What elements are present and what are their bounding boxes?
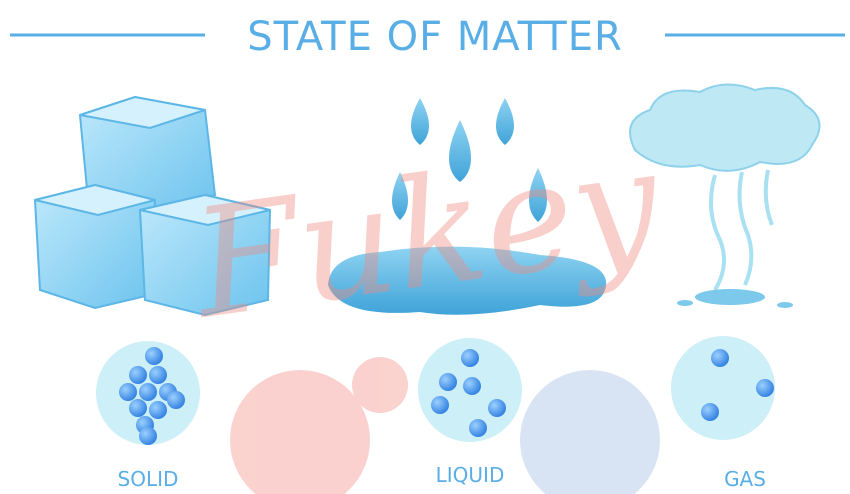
watermark: Fukey	[181, 115, 671, 353]
state-label: LIQUID	[436, 463, 505, 487]
state-label: GAS	[724, 467, 766, 491]
title: STATE OF MATTER	[247, 14, 623, 60]
gas-particles	[671, 336, 775, 440]
infographic: STATE OF MATTER	[0, 0, 850, 494]
solid-particles	[96, 341, 200, 445]
liquid-particles	[418, 338, 522, 442]
state-label: SOLID	[118, 467, 179, 491]
